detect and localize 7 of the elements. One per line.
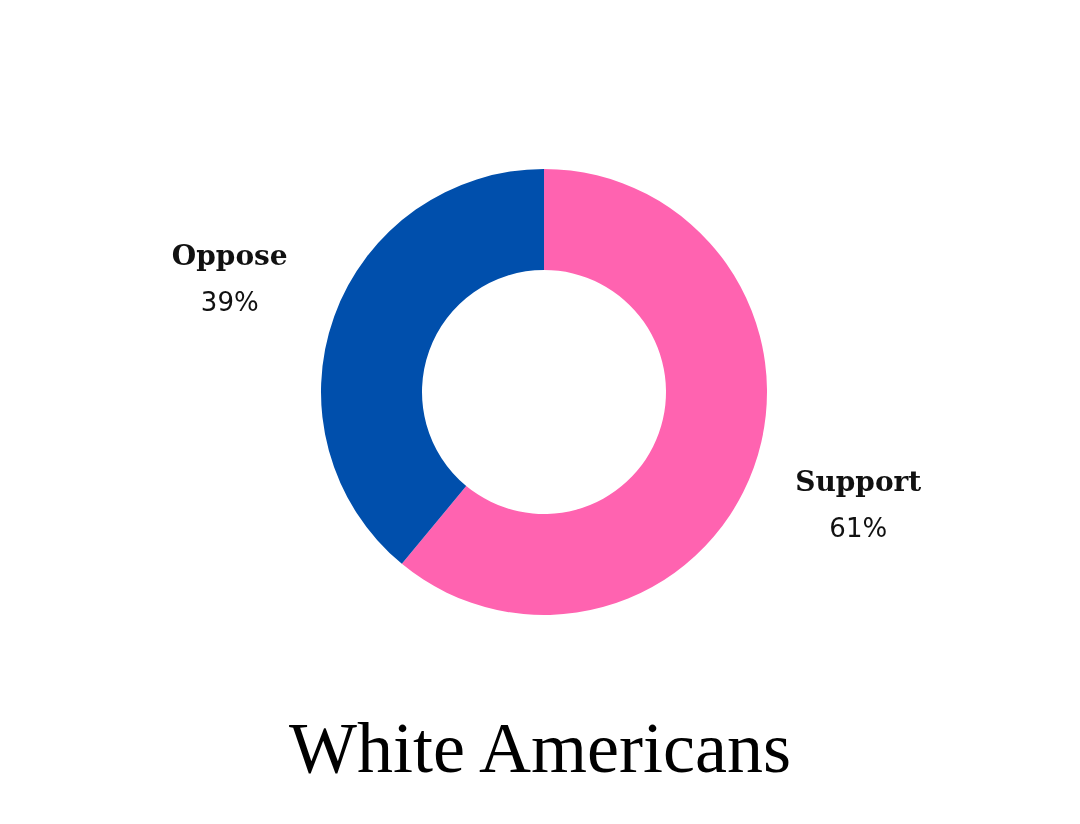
text: White Americans xyxy=(288,707,792,790)
donut-slice xyxy=(321,169,544,564)
data-label: 39% xyxy=(200,286,259,317)
donut-slice xyxy=(401,169,767,615)
slice-label: Oppose xyxy=(171,238,288,272)
data-label: 61% xyxy=(829,513,888,544)
slice-label: Support xyxy=(795,465,922,499)
